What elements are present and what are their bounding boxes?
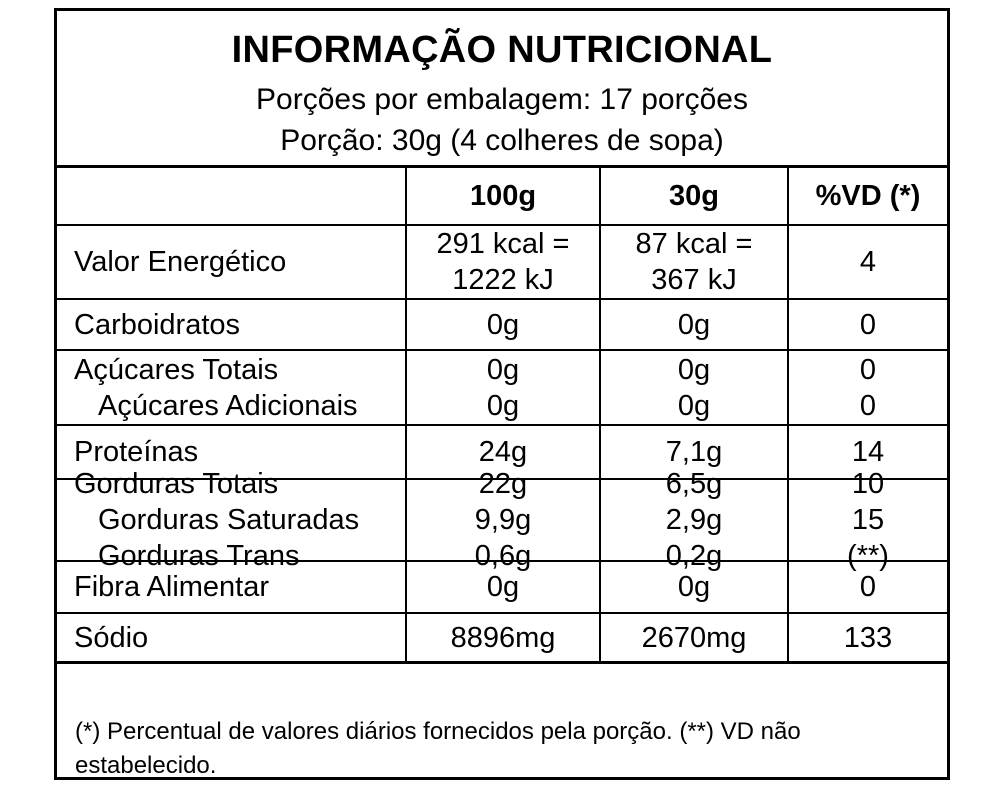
cell-text: 0g (486, 353, 520, 386)
daily-value: 14 (787, 426, 947, 478)
column-header: 30g (599, 168, 787, 224)
column-header: 100g (405, 168, 599, 224)
value-100g: 0g (405, 300, 599, 349)
cell-text: 0g (486, 308, 520, 341)
daily-value: 0 (787, 300, 947, 349)
cell-text: 7,1g (665, 436, 723, 468)
value-30g: 0g (599, 562, 787, 612)
value-100g: 8896mg (405, 614, 599, 661)
cell-text: Carboidratos (74, 308, 241, 341)
table-row: Carboidratos 0g 0g 0 (57, 300, 947, 351)
cell-text: Valor Energético (74, 246, 287, 278)
cell-text: 9,9g (474, 504, 532, 536)
daily-value: 133 (787, 614, 947, 661)
cell-text: 15 (851, 504, 885, 536)
value-100g: 0g 0g (405, 351, 599, 424)
cell-text: 367 kJ (651, 264, 737, 296)
cell-text: 2,9g (665, 504, 723, 536)
cell-text: 291 kcal = (436, 228, 570, 260)
cell-text: Sódio (74, 621, 149, 654)
cell-text: 0g (677, 571, 711, 603)
cell-text: 0g (677, 353, 711, 386)
cell-text: (**) (847, 540, 889, 572)
cell-text: 14 (851, 436, 885, 468)
table-row: Valor Energético 291 kcal = 1222 kJ 87 kcal… (57, 226, 947, 300)
column-header (57, 168, 405, 224)
cell-text: 0,6g (474, 540, 532, 572)
footnote: (*) Percentual de valores diários fornec… (75, 718, 801, 779)
table-row: Proteínas 24g 7,1g 14 (57, 426, 947, 480)
cell-text: 0 (859, 353, 877, 386)
cell-text: Açúcares Totais (74, 353, 279, 386)
cell-text: 0g (677, 308, 711, 341)
cell-text: 0g (486, 389, 520, 422)
cell-text: 24g (478, 436, 528, 468)
table-row: Açúcares Totais Açúcares Adicionais 0g 0g 0g… (57, 351, 947, 426)
cell-text: 0 (859, 571, 877, 603)
cell-text: Proteínas (74, 436, 199, 468)
nutrient-name: Carboidratos (57, 300, 405, 349)
table-header-row: 100g 30g %VD (*) (57, 168, 947, 226)
cell-text: 87 kcal = (635, 228, 753, 260)
daily-value: 0 (787, 562, 947, 612)
nutrient-name: Fibra Alimentar (57, 562, 405, 612)
cell-text: 0,2g (665, 540, 723, 572)
cell-text: 0g (486, 571, 520, 603)
value-30g: 2670mg (599, 614, 787, 661)
value-100g: 0g (405, 562, 599, 612)
daily-value: 10 15 (**) (787, 468, 947, 572)
cell-text: 0g (677, 389, 711, 422)
nutrient-name: Açúcares Totais Açúcares Adicionais (57, 351, 405, 424)
serving-size: Porção: 30g (4 colheres de sopa) (280, 124, 724, 157)
cell-text: 133 (843, 621, 893, 654)
cell-text: 0 (859, 389, 877, 422)
value-100g: 291 kcal = 1222 kJ (405, 226, 599, 298)
nutrient-name: Sódio (57, 614, 405, 661)
value-30g: 0g 0g (599, 351, 787, 424)
cell-text: 22g (478, 468, 528, 500)
nutrient-name: Gorduras Totais Gorduras Saturadas Gordura… (57, 468, 405, 572)
cell-text: 10 (851, 468, 885, 500)
label-header: INFORMAÇÃO NUTRICIONAL Porções por embal… (57, 11, 947, 168)
cell-text: 0 (859, 308, 877, 341)
cell-text: 8896mg (450, 621, 556, 654)
cell-text: 1222 kJ (452, 264, 554, 296)
value-30g: 7,1g (599, 426, 787, 478)
label-title: INFORMAÇÃO NUTRICIONAL (231, 29, 773, 71)
value-30g: 87 kcal = 367 kJ (599, 226, 787, 298)
table-row: Fibra Alimentar 0g 0g 0 (57, 562, 947, 614)
cell-text: Gorduras Saturadas (98, 504, 360, 536)
cell-text: 2670mg (641, 621, 747, 654)
table-row: Gorduras Totais Gorduras Saturadas Gordura… (57, 468, 947, 572)
nutrition-table: 100g 30g %VD (*) Valor Energético 291 kcal =… (57, 168, 947, 664)
cell-text: 4 (859, 246, 877, 278)
value-100g: 22g 9,9g 0,6g (405, 468, 599, 572)
cell-text: Gorduras Totais (74, 468, 279, 500)
cell-text: 6,5g (665, 468, 723, 500)
cell-text: Fibra Alimentar (74, 571, 270, 603)
cell-text: Açúcares Adicionais (98, 389, 358, 422)
servings-per-package: Porções por embalagem: 17 porções (256, 83, 748, 116)
value-30g: 6,5g 2,9g 0,2g (599, 468, 787, 572)
column-header: %VD (*) (787, 168, 947, 224)
daily-value: 4 (787, 226, 947, 298)
nutrient-name: Valor Energético (57, 226, 405, 298)
nutrient-name: Proteínas (57, 426, 405, 478)
table-row: Sódio 8896mg 2670mg 133 (57, 614, 947, 664)
cell-text: Gorduras Trans (98, 540, 300, 572)
value-100g: 24g (405, 426, 599, 478)
nutrition-facts-label: INFORMAÇÃO NUTRICIONAL Porções por embal… (54, 8, 950, 780)
value-30g: 0g (599, 300, 787, 349)
